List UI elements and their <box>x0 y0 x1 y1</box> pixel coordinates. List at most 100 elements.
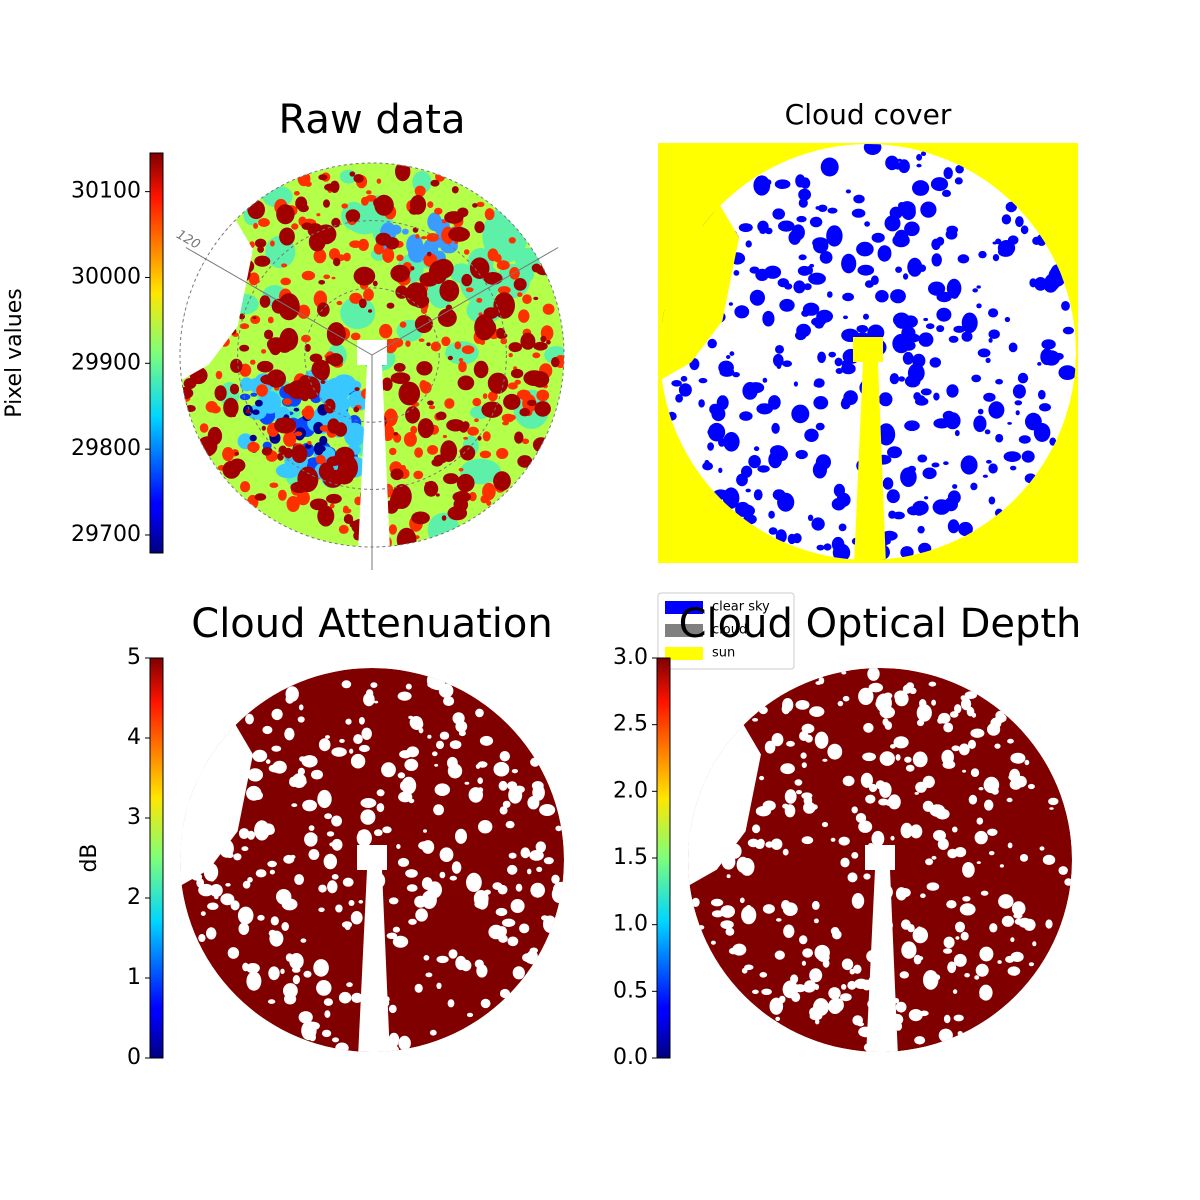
colorbar-tick-label: 0 <box>127 1045 141 1070</box>
pixel-blob <box>998 718 1004 723</box>
pixel-blob <box>486 500 492 506</box>
pixel-blob <box>817 204 828 212</box>
pixel-blob <box>775 529 787 544</box>
pixel-blob <box>482 393 488 399</box>
pixel-blob <box>879 782 892 798</box>
pixel-blob <box>456 473 475 493</box>
pixel-blob <box>947 490 961 505</box>
pixel-blob <box>807 514 814 521</box>
pixel-blob <box>762 310 775 327</box>
pixel-blob <box>334 422 348 437</box>
pixel-blob <box>882 477 894 490</box>
pixel-blob <box>847 980 857 990</box>
pixel-blob <box>464 781 470 785</box>
pixel-blob <box>698 399 705 408</box>
legend-swatch <box>665 647 703 660</box>
pixel-blob <box>925 323 935 330</box>
pixel-blob <box>954 430 960 437</box>
pixel-blob <box>828 987 841 1000</box>
pixel-blob <box>283 983 298 999</box>
colorbar <box>149 152 164 554</box>
pixel-blob <box>945 229 958 240</box>
polar-grid <box>304 287 440 423</box>
pixel-blob <box>952 484 958 489</box>
pixel-blob <box>707 442 714 451</box>
pixel-blob <box>806 265 813 275</box>
legend-swatch <box>665 601 703 614</box>
pixel-blob <box>936 325 945 333</box>
pixel-blob <box>351 992 363 1004</box>
pixel-blob <box>975 963 989 977</box>
pixel-blob <box>761 988 772 995</box>
pixel-blob <box>386 302 395 309</box>
pixel-blob <box>291 803 298 808</box>
pixel-blob <box>957 254 970 264</box>
pixel-blob <box>323 853 337 870</box>
pixel-blob <box>738 504 755 518</box>
pixel-blob <box>847 872 858 883</box>
pixel-blob <box>894 229 909 245</box>
pixel-blob <box>830 837 836 842</box>
pixel-blob <box>320 446 326 452</box>
pixel-blob <box>718 360 734 375</box>
pixel-blob <box>469 257 490 280</box>
pixel-blob <box>229 383 240 395</box>
pixel-blob <box>426 342 431 347</box>
pixel-blob <box>269 930 284 947</box>
pixel-blob <box>448 949 458 959</box>
pixel-blob <box>419 192 424 196</box>
pixel-blob <box>416 361 433 376</box>
pixel-blob <box>915 781 927 793</box>
pixel-blob <box>493 292 515 319</box>
pixel-blob <box>1010 752 1026 764</box>
pixel-blob <box>353 406 360 413</box>
pixel-blob <box>728 302 734 306</box>
pixel-blob <box>1010 465 1017 471</box>
pixel-blob <box>877 423 896 446</box>
pixel-blob <box>304 832 318 847</box>
pixel-blob <box>449 740 462 749</box>
pixel-blob <box>691 897 700 908</box>
pixel-blob <box>246 785 262 801</box>
pixel-blob <box>919 1010 929 1017</box>
pixel-blob <box>815 422 825 431</box>
pixel-blob <box>255 869 267 878</box>
pixel-blob <box>1041 339 1056 350</box>
pixel-blob <box>233 853 242 861</box>
sky-image <box>180 163 564 547</box>
pixel-blob <box>280 968 285 974</box>
pixel-blob <box>925 858 934 866</box>
pixel-blob <box>803 283 812 291</box>
pixel-blob <box>907 257 923 277</box>
pixel-blob <box>984 429 991 435</box>
pixel-blob <box>949 288 960 299</box>
pixel-blob <box>239 323 250 330</box>
pixel-blob <box>280 277 292 286</box>
pixel-blob <box>530 882 545 898</box>
pixel-blob <box>943 722 954 733</box>
pixel-blob <box>339 738 345 743</box>
pixel-blob <box>418 338 425 343</box>
pixel-blob <box>320 380 326 384</box>
pixel-blob <box>536 866 543 873</box>
pixel-blob <box>808 272 826 285</box>
pixel-blob <box>923 317 929 322</box>
pixel-blob <box>249 434 257 442</box>
pixel-blob <box>988 851 995 856</box>
pixel-blob <box>505 820 515 829</box>
pixel-blob <box>782 848 789 856</box>
pixel-blob <box>819 251 833 264</box>
pixel-blob <box>932 499 951 515</box>
pixel-blob <box>853 194 865 204</box>
pixel-blob <box>508 342 523 353</box>
pixel-blob <box>399 750 412 759</box>
pixel-blob <box>1032 236 1041 245</box>
mask-strip <box>357 845 390 1052</box>
pixel-blob <box>266 337 285 352</box>
pixel-blob <box>1042 350 1060 366</box>
pixel-blob <box>354 387 360 392</box>
pixel-blob <box>882 718 889 726</box>
pixel-blob <box>904 221 920 237</box>
pixel-blob <box>959 903 976 916</box>
pixel-blob <box>415 234 420 239</box>
